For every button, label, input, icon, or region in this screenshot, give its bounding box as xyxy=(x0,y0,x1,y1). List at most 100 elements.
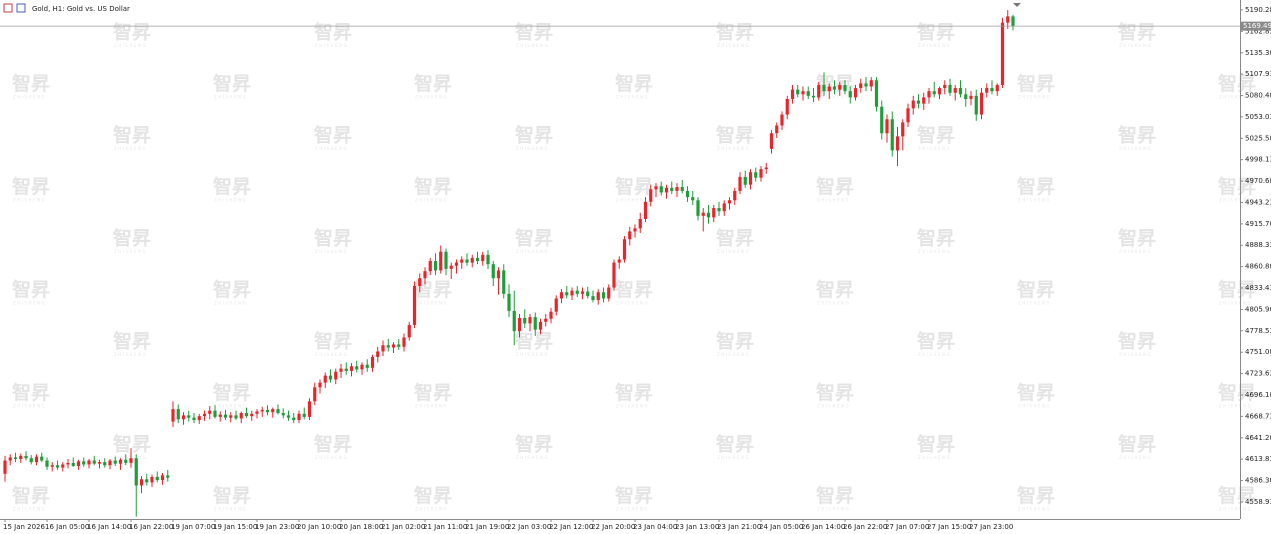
watermark-logo: 智昇 xyxy=(615,381,653,404)
candle-body xyxy=(864,83,868,87)
candle-body xyxy=(155,476,159,481)
candle-body xyxy=(990,88,994,92)
candle-body xyxy=(323,375,327,383)
watermark-caption: ZHISHENG xyxy=(1219,301,1252,306)
watermark-logo: 智昇 xyxy=(615,484,653,507)
watermark-logo: 智昇 xyxy=(113,227,151,250)
candle-body xyxy=(370,356,375,368)
candle-body xyxy=(512,310,516,332)
watermark-caption: ZHISHENG xyxy=(1018,507,1051,512)
candle-body xyxy=(150,476,154,483)
candle-body xyxy=(13,457,18,459)
candle-body xyxy=(423,271,427,279)
candle-body xyxy=(313,387,317,402)
candle-body xyxy=(769,133,774,149)
candle-body xyxy=(318,382,322,388)
watermark-caption: ZHISHENG xyxy=(214,301,247,306)
watermark-caption: ZHISHENG xyxy=(315,455,348,460)
watermark-logo: 智昇 xyxy=(113,124,151,147)
candle-body xyxy=(911,100,915,109)
candle-body xyxy=(733,190,737,201)
candle-body xyxy=(974,95,978,115)
watermark-caption: ZHISHENG xyxy=(415,404,448,409)
candle-body xyxy=(465,259,469,263)
candle-body xyxy=(748,172,753,185)
candle-body xyxy=(397,344,401,347)
x-tick-label: 24 Jan 05:00 xyxy=(759,523,803,531)
candle-body xyxy=(160,475,165,481)
candle-body xyxy=(523,317,527,324)
watermark-caption: ZHISHENG xyxy=(717,249,750,254)
candle-body xyxy=(113,460,117,464)
candle-body xyxy=(738,176,742,191)
y-tick-label: 4778.53 xyxy=(1245,327,1271,335)
watermark-caption: ZHISHENG xyxy=(616,95,649,100)
candle-body xyxy=(234,415,238,419)
watermark-caption: ZHISHENG xyxy=(315,352,348,357)
watermark-caption: ZHISHENG xyxy=(616,198,649,203)
watermark-logo: 智昇 xyxy=(314,227,352,250)
candle-body xyxy=(979,92,984,115)
watermark-caption: ZHISHENG xyxy=(516,249,549,254)
watermark-caption: ZHISHENG xyxy=(13,404,46,409)
watermark-caption: ZHISHENG xyxy=(918,249,951,254)
watermark-logo: 智昇 xyxy=(213,175,251,198)
candle-body xyxy=(171,409,175,422)
x-tick-label: 22 Jan 20:00 xyxy=(591,523,635,531)
x-tick-label: 21 Jan 19:00 xyxy=(465,523,509,531)
candle-body xyxy=(381,345,385,352)
watermark-logo: 智昇 xyxy=(314,433,352,456)
watermark-caption: ZHISHENG xyxy=(1119,352,1152,357)
candle-body xyxy=(134,458,138,486)
watermark-logo: 智昇 xyxy=(1218,175,1256,198)
candle-body xyxy=(213,410,217,417)
watermark-logo: 智昇 xyxy=(1118,433,1156,456)
candle-body xyxy=(496,270,501,279)
candle-body xyxy=(670,187,674,191)
x-tick-label: 26 Jan 22:00 xyxy=(843,523,887,531)
candle-body xyxy=(470,257,474,263)
candle-body xyxy=(885,119,889,134)
candle-body xyxy=(591,296,595,301)
candle-body xyxy=(1011,16,1015,27)
watermark-caption: ZHISHENG xyxy=(1018,95,1051,100)
candle-body xyxy=(507,293,511,311)
candle-body xyxy=(402,337,406,347)
candle-body xyxy=(544,318,548,322)
candle-body xyxy=(208,410,212,414)
candle-body xyxy=(302,413,306,417)
x-tick-label: 27 Jan 07:00 xyxy=(885,523,929,531)
watermark-logo: 智昇 xyxy=(213,381,251,404)
candle-body xyxy=(612,262,616,288)
price-label-box xyxy=(1241,21,1271,31)
watermark-caption: ZHISHENG xyxy=(918,455,951,460)
watermark-logo: 智昇 xyxy=(615,278,653,301)
candle-body xyxy=(969,95,973,99)
candle-body xyxy=(281,413,285,416)
candle-body xyxy=(71,462,75,467)
watermark-caption: ZHISHENG xyxy=(1018,198,1051,203)
candle-body xyxy=(475,257,480,262)
watermark-caption: ZHISHENG xyxy=(114,352,147,357)
candle-body xyxy=(276,409,280,414)
candle-body xyxy=(407,324,411,338)
candle-body xyxy=(722,203,726,212)
candle-body xyxy=(601,292,606,299)
y-tick-label: 4860.80 xyxy=(1245,263,1271,271)
candle-body xyxy=(292,417,296,421)
y-tick-label: 4613.83 xyxy=(1245,455,1271,463)
watermarks: 智昇ZHISHENG智昇ZHISHENG智昇ZHISHENG智昇ZHISHENG… xyxy=(12,21,1256,512)
watermark-logo: 智昇 xyxy=(12,72,50,95)
watermark-caption: ZHISHENG xyxy=(114,146,147,151)
candle-body xyxy=(895,136,900,151)
candle-body xyxy=(785,98,789,115)
candle-body xyxy=(533,317,537,330)
watermark-logo: 智昇 xyxy=(113,433,151,456)
watermark-logo: 智昇 xyxy=(816,72,854,95)
candle-body xyxy=(386,345,390,348)
candle-body xyxy=(727,200,732,204)
candle-body xyxy=(491,264,495,279)
candle-body xyxy=(554,298,558,312)
candle-body xyxy=(638,218,642,229)
